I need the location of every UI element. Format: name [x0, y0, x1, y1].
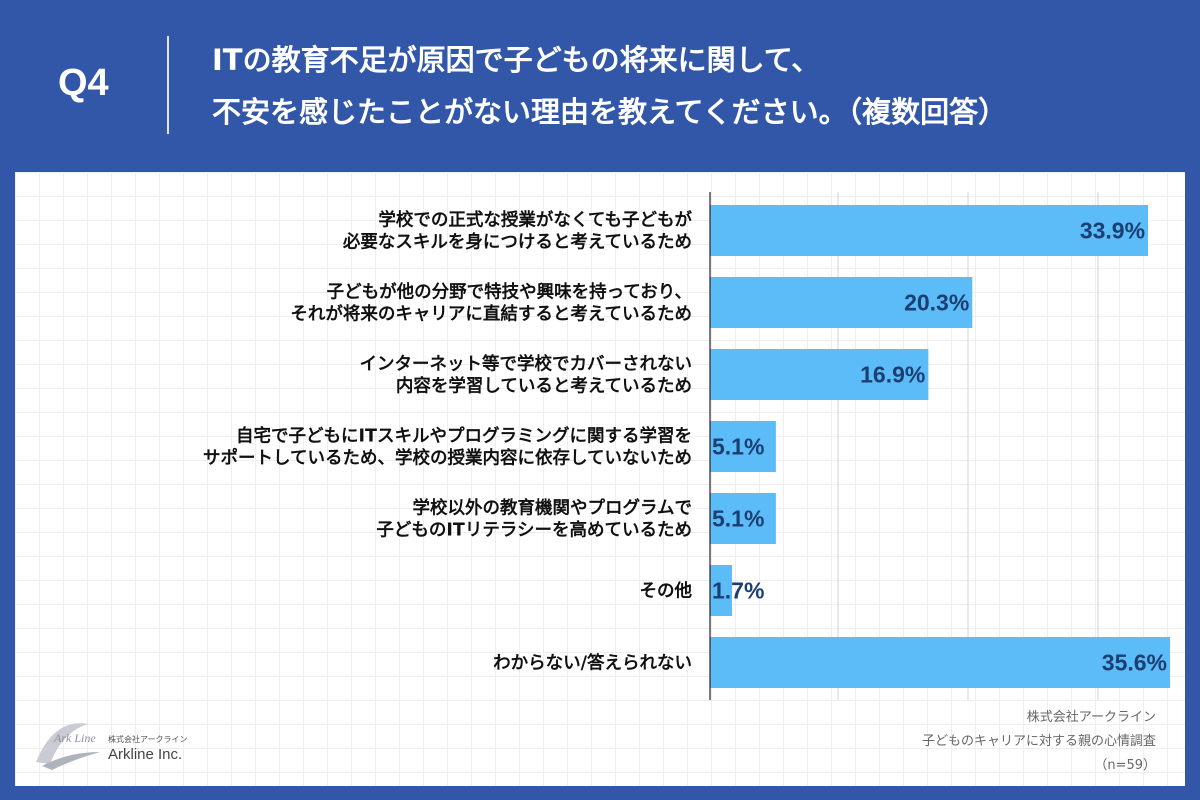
category-label-1-line-2: 必要なスキルを身につけると考えているため [342, 232, 692, 253]
value-label-5: 5.1% [712, 506, 764, 532]
question-text: ITの教育不足が原因で子どもの将来に関して、 不安を感じたことがない理由を教えて… [212, 34, 1182, 138]
category-label-1-line-1: 学校での正式な授業がなくても子どもが [378, 210, 692, 231]
bar-6 [710, 565, 732, 616]
value-label-3: 16.9% [860, 362, 925, 388]
header-divider [167, 36, 169, 134]
source-company: 株式会社アークライン [1026, 710, 1156, 725]
category-label-5-line-1: 学校以外の教育機関やプログラムで [413, 498, 692, 519]
value-label-2: 20.3% [904, 290, 969, 316]
category-label-7-line-1: わからない/答えられない [493, 653, 692, 674]
bar-7 [710, 637, 1170, 688]
value-label-1: 33.9% [1080, 218, 1145, 244]
value-label-6: 1.7% [712, 578, 764, 604]
question-line-2: 不安を感じたことがない理由を教えてください。（複数回答） [212, 95, 1008, 129]
company-logo: Ark Line 株式会社アークライン Arkline Inc. [28, 712, 208, 776]
bar-2 [710, 277, 973, 328]
bar-3 [710, 349, 929, 400]
question-line-1: ITの教育不足が原因で子どもの将来に関して、 [212, 43, 821, 77]
category-label-2-line-2: それが将来のキャリアに直結すると考えているため [290, 304, 692, 325]
source-survey: 子どものキャリアに対する親の心情調査 [921, 734, 1156, 749]
category-label-4-line-1: 自宅で子どもにITスキルやプログラミングに関する学習を [236, 426, 692, 447]
category-label-5-line-2: 子どものITリテラシーを高めているため [376, 520, 692, 541]
value-label-7: 35.6% [1102, 650, 1167, 676]
category-label-4-line-2: サポートしているため、学校の授業内容に依存していないため [203, 448, 692, 469]
category-label-3-line-2: 内容を学習していると考えているため [396, 376, 692, 397]
logo-company-small: 株式会社アークライン [108, 735, 188, 744]
question-header: Q4 ITの教育不足が原因で子どもの将来に関して、 不安を感じたことがない理由を… [0, 0, 1200, 165]
value-label-4: 5.1% [712, 434, 764, 460]
category-label-2-line-1: 子どもが他の分野で特技や興味を持っており、 [327, 282, 692, 303]
bar-1 [710, 205, 1149, 256]
category-label-3-line-1: インターネット等で学校でカバーされない [360, 354, 693, 375]
bar-chart: 33.9% 学校での正式な授業がなくても子どもが必要なスキルを身につけると考えてい… [203, 192, 1170, 700]
source-note: 株式会社アークライン 子どものキャリアに対する親の心情調査 （n=59） [922, 706, 1156, 778]
category-label-6-line-1: その他 [640, 581, 693, 602]
logo-mark-text: Ark Line [53, 731, 96, 745]
sample-size: （n=59） [1094, 758, 1156, 773]
bar-5 [710, 493, 776, 544]
chart-panel: 33.9% 学校での正式な授業がなくても子どもが 必要なスキルを身につけると考えてい… [15, 172, 1185, 786]
bar-4 [710, 421, 776, 472]
logo-company-name: Arkline Inc. [108, 746, 183, 763]
question-number: Q4 [58, 62, 109, 104]
arkline-logo-mark: Ark Line [36, 723, 100, 770]
